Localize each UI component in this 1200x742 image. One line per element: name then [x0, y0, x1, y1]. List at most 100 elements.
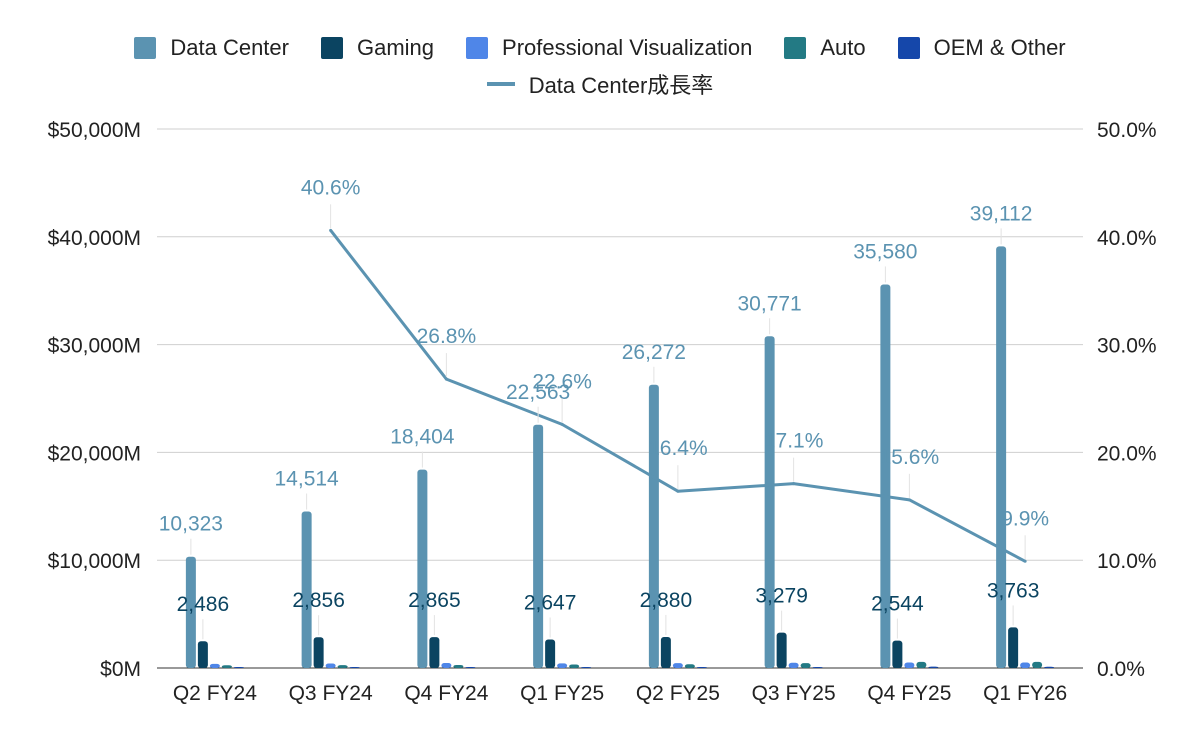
y-tick-label-right: 0.0%: [1097, 658, 1145, 681]
growth-line: [329, 228, 1027, 563]
bar-gaming: [197, 641, 208, 668]
bar-oem-other: [465, 667, 476, 668]
gridlines: [157, 128, 1083, 669]
data-labels: 10,323 14,514 18,404 22,563 26,272 30,771 35,5…: [159, 176, 1049, 640]
growth-label: 40.6%: [301, 176, 361, 199]
y-tick-label-left: $40,000M: [48, 227, 141, 250]
growth-label: 26.8%: [417, 325, 477, 348]
data-label-data-center: 39,112: [970, 202, 1033, 225]
bar-oem-other: [1044, 666, 1055, 668]
growth-point: [792, 482, 796, 486]
growth-point: [907, 498, 911, 502]
data-label-gaming: 2,486: [177, 593, 230, 616]
data-label-gaming: 2,865: [408, 589, 461, 612]
growth-point: [444, 377, 448, 381]
legend-row-line: Data Center成長率: [0, 66, 1200, 102]
growth-point: [1023, 559, 1027, 563]
data-label-data-center: 14,514: [275, 468, 340, 491]
bar-professional-visualization: [672, 663, 683, 668]
bar-auto: [916, 661, 927, 668]
x-tick-label: Q2 FY25: [636, 682, 720, 705]
bar-oem-other: [696, 667, 707, 668]
bar-gaming: [1008, 627, 1019, 668]
x-tick-label: Q4 FY25: [867, 682, 951, 705]
data-label-gaming: 3,763: [987, 579, 1040, 602]
legend-row-bars: Data Center Gaming Professional Visualiz…: [0, 30, 1200, 66]
data-label-gaming: 2,647: [524, 591, 577, 614]
data-label-data-center: 26,272: [622, 341, 686, 364]
legend-line-swatch: [486, 82, 515, 86]
bar-data-center: [185, 556, 196, 668]
y-tick-label-right: 50.0%: [1097, 119, 1157, 142]
legend-item-professional-visualization[interactable]: Professional Visualization: [466, 35, 752, 61]
bar-auto: [684, 664, 695, 668]
legend-swatch: [134, 37, 157, 59]
bar-data-center: [880, 284, 891, 668]
bar-gaming: [313, 637, 324, 668]
bar-oem-other: [581, 667, 592, 668]
bar-gaming: [660, 636, 671, 668]
legend: Data Center Gaming Professional Visualiz…: [0, 30, 1200, 102]
y-tick-label-right: 30.0%: [1097, 335, 1157, 358]
bar-data-center: [996, 246, 1007, 669]
x-tick-label: Q4 FY24: [404, 682, 488, 705]
y-tick-label-left: $10,000M: [48, 550, 141, 573]
y-tick-label-left: $20,000M: [48, 442, 141, 465]
bar-auto: [337, 665, 348, 668]
growth-label: 16.4%: [648, 437, 708, 460]
growth-label: 15.6%: [880, 446, 940, 469]
x-tick-label: Q3 FY25: [752, 682, 836, 705]
legend-item-oem-other[interactable]: OEM & Other: [897, 35, 1066, 61]
x-tick-label: Q1 FY25: [520, 682, 604, 705]
legend-swatch: [466, 37, 489, 59]
bar-auto: [221, 665, 232, 668]
y-tick-label-right: 20.0%: [1097, 442, 1157, 465]
bar-oem-other: [233, 667, 244, 668]
data-label-data-center: 18,404: [390, 426, 455, 449]
bar-professional-visualization: [441, 663, 452, 668]
x-tick-label: Q1 FY26: [983, 682, 1067, 705]
data-label-gaming: 3,279: [755, 585, 808, 608]
legend-swatch: [897, 37, 920, 59]
bar-oem-other: [349, 667, 360, 668]
y-tick-label-right: 10.0%: [1097, 550, 1157, 573]
growth-label: 9.9%: [1001, 507, 1049, 530]
data-label-data-center: 35,580: [853, 240, 917, 263]
bar-data-center: [648, 384, 659, 668]
legend-item-data-center-growth[interactable]: Data Center成長率: [486, 68, 714, 100]
y-axis-right: 0.0% 10.0% 20.0% 30.0% 40.0% 50.0%: [1097, 119, 1157, 681]
bar-professional-visualization: [557, 663, 568, 668]
bar-data-center: [417, 469, 428, 668]
legend-item-gaming[interactable]: Gaming: [320, 35, 435, 61]
bar-auto: [453, 664, 464, 668]
y-tick-label-right: 40.0%: [1097, 227, 1157, 250]
bar-auto: [569, 664, 580, 668]
bar-data-center: [764, 336, 775, 668]
bar-professional-visualization: [325, 663, 336, 668]
data-label-data-center: 10,323: [159, 513, 223, 536]
x-tick-label: Q3 FY24: [289, 682, 373, 705]
legend-item-auto[interactable]: Auto: [784, 35, 866, 61]
legend-label: Auto: [820, 35, 866, 60]
x-axis: Q2 FY24 Q3 FY24 Q4 FY24 Q1 FY25 Q2 FY25 Q3 FY…: [173, 682, 1067, 705]
bar-professional-visualization: [904, 662, 915, 668]
bar-professional-visualization: [1020, 662, 1031, 668]
data-label-data-center: 22,563: [506, 381, 570, 404]
bars: [185, 246, 1055, 669]
bar-gaming: [429, 637, 440, 668]
bar-auto: [1032, 661, 1043, 668]
legend-label: Gaming: [356, 35, 435, 60]
legend-item-data-center[interactable]: Data Center: [134, 35, 289, 61]
growth-label: 22.6%: [532, 370, 592, 393]
legend-label: Data Center: [170, 35, 289, 60]
x-tick-label: Q2 FY24: [173, 682, 257, 705]
growth-label: 17.1%: [764, 430, 824, 453]
bar-gaming: [545, 639, 556, 668]
growth-line-path: [329, 229, 1026, 563]
legend-label: OEM & Other: [933, 35, 1066, 60]
legend-label: Data Center成長率: [528, 73, 714, 98]
data-label-gaming: 2,544: [871, 593, 924, 616]
growth-point: [329, 228, 333, 232]
